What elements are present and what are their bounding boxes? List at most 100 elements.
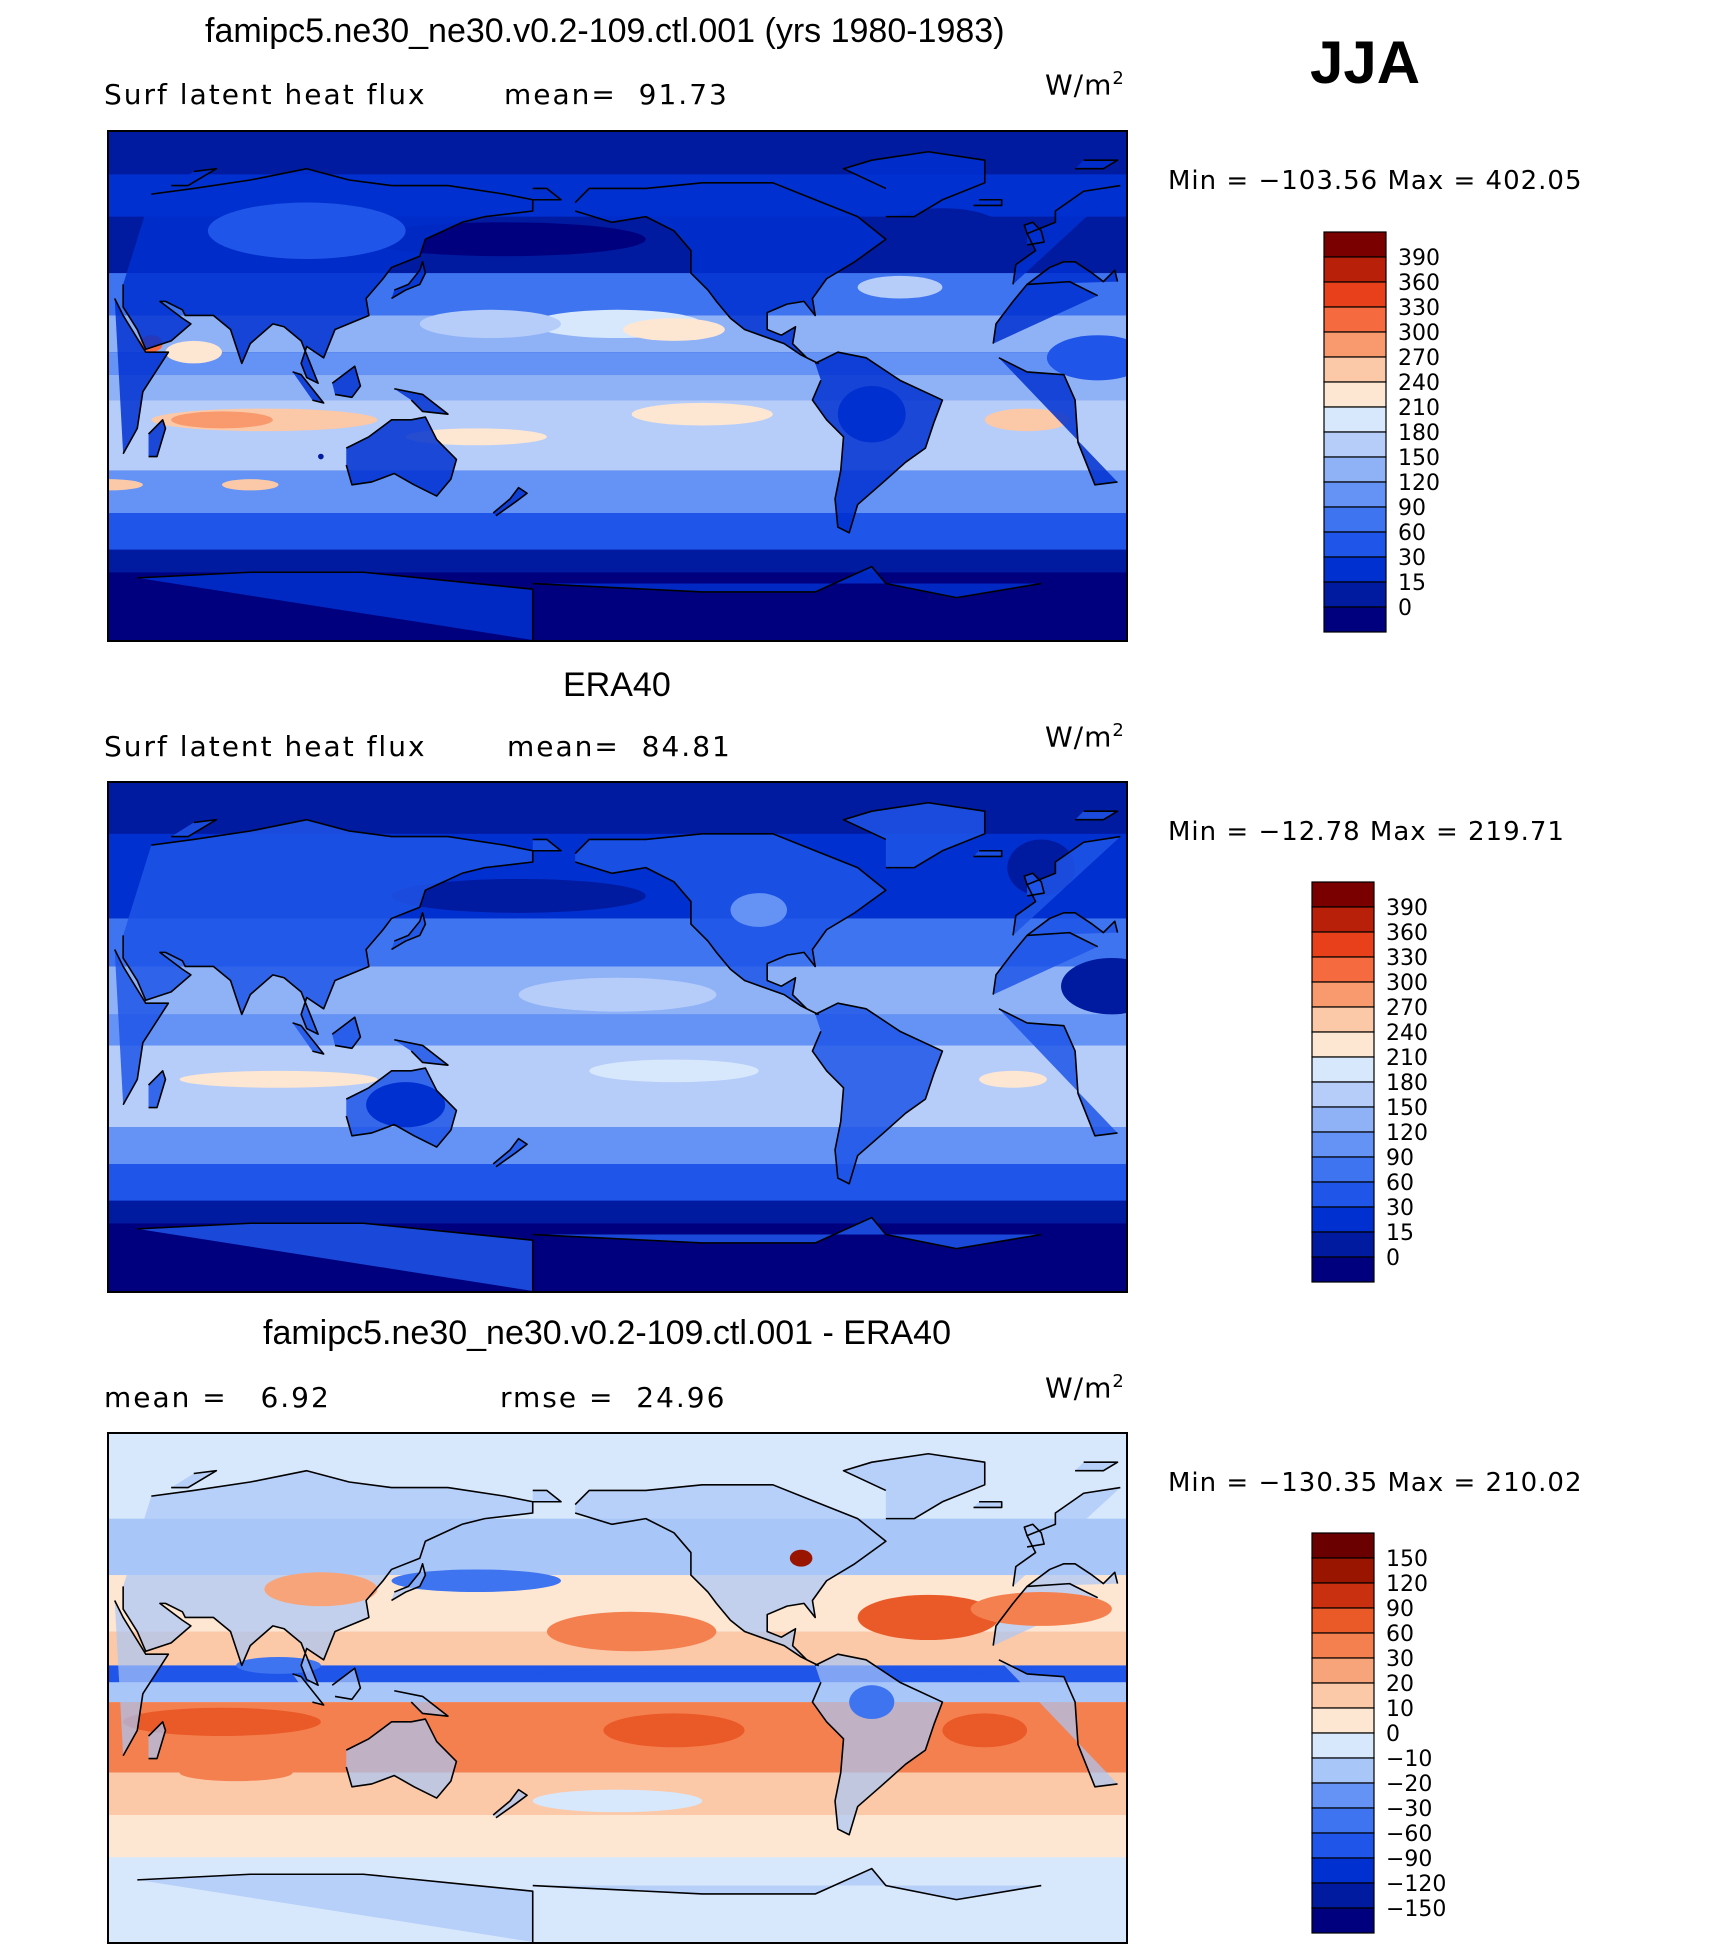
field-region	[532, 1668, 985, 1680]
iceland-land	[973, 850, 1002, 857]
colorbar-swatch	[1311, 1532, 1375, 1559]
antarctica-coastline	[137, 1216, 1042, 1291]
panel-1-map-field	[109, 132, 1126, 640]
greenland-land	[843, 151, 985, 217]
panel-1-mean-label: mean= 91.73	[504, 78, 729, 111]
field-region	[546, 1611, 717, 1652]
field-region	[518, 977, 717, 1012]
field-region	[857, 275, 943, 299]
colorbar-swatch	[1323, 331, 1387, 358]
panel-1-colorbar: 390 360 330 300 270 240 210 180 150 120 90 60 30 15 0	[1322, 230, 1452, 636]
north-america-coastline	[574, 833, 887, 1016]
australia-land	[346, 417, 457, 497]
field-region	[623, 318, 725, 341]
colorbar-tick-label: 0	[1386, 1246, 1400, 1271]
sumatra-coastline	[292, 1022, 325, 1055]
colorbar-swatch	[1311, 1707, 1375, 1734]
australia-land	[346, 1719, 457, 1799]
colorbar-tick-label: −60	[1386, 1822, 1432, 1847]
panel-2-title: ERA40	[563, 666, 671, 704]
panel-1-units-sup: 2	[1112, 68, 1125, 89]
svalbard-land	[1075, 160, 1118, 169]
colorbar-swatch	[1311, 1231, 1375, 1258]
greenland-land	[843, 1453, 985, 1519]
panel-2-variable-label: Surf latent heat flux	[104, 730, 427, 763]
indonesia-borneo-land	[332, 1668, 361, 1700]
colorbar-tick-label: 330	[1386, 946, 1428, 971]
panel-3-rmse-label: rmse = 24.96	[500, 1381, 727, 1414]
colorbar-tick-label: 120	[1386, 1121, 1428, 1146]
madagascar-land	[148, 1070, 166, 1108]
south-america-coastline	[811, 1002, 944, 1185]
colorbar-swatch	[1311, 1657, 1375, 1684]
africa-coastline	[113, 931, 1118, 1137]
colorbar-tick-label: 300	[1386, 971, 1428, 996]
japan-coastline	[391, 1562, 427, 1602]
panel-1-minmax: Min = −103.56 Max = 402.05	[1168, 166, 1583, 196]
colorbar-swatch	[1323, 556, 1387, 583]
panel-3-minmax: Min = −130.35 Max = 210.02	[1168, 1468, 1583, 1498]
colorbar-tick-label: 120	[1386, 1572, 1428, 1597]
panel-3-map-field	[109, 1434, 1126, 1942]
field-region	[589, 1059, 759, 1083]
south-america-coastline	[811, 351, 944, 534]
novaya-zemlya-land	[171, 1470, 217, 1488]
panel-1-map	[107, 130, 1128, 642]
new-guinea-land	[394, 1039, 448, 1066]
colorbar-swatch	[1311, 1006, 1375, 1033]
colorbar-tick-label: 15	[1386, 1221, 1414, 1246]
colorbar-swatch	[1311, 1882, 1375, 1909]
colorbar-tick-label: 30	[1386, 1647, 1414, 1672]
colorbar-tick-label: 150	[1398, 446, 1440, 471]
svalbard-land	[1075, 1462, 1118, 1471]
colorbar-swatch	[1311, 931, 1375, 958]
field-region	[1046, 335, 1126, 381]
field-region	[405, 428, 547, 446]
field-region	[970, 1592, 1112, 1626]
field-region	[179, 1070, 378, 1088]
colorbar-swatch	[1311, 1557, 1375, 1584]
field-region	[880, 208, 1005, 254]
panel-2-units: W/m2	[1045, 720, 1125, 753]
colorbar-tick-label: 360	[1398, 271, 1440, 296]
sumatra-coastline	[292, 371, 325, 404]
iceland-coastline	[973, 849, 1003, 858]
north-america-coastline	[574, 1484, 887, 1667]
chukotka-land	[532, 188, 562, 200]
panel-1-title: famipc5.ne30_ne30.v0.2-109.ctl.001 (yrs …	[205, 12, 1005, 50]
panel-3-mean-label: mean = 6.92	[104, 1381, 331, 1414]
new-zealand-coastline	[492, 1137, 528, 1168]
colorbar-swatch	[1311, 906, 1375, 933]
field-region	[857, 1594, 999, 1641]
colorbar-swatch	[1311, 1757, 1375, 1784]
chukotka-coastline	[532, 838, 562, 852]
europe-asia-land	[123, 1470, 1121, 1686]
antarctica-land	[137, 566, 1042, 640]
colorbar-tick-label: 60	[1386, 1171, 1414, 1196]
greenland-coastline	[842, 150, 986, 218]
north-america-land	[575, 833, 886, 1015]
field-region	[837, 386, 906, 443]
new-zealand-coastline	[492, 1788, 528, 1819]
field-region	[123, 1707, 321, 1736]
panel-2-map-field	[109, 783, 1126, 1291]
colorbar-swatch	[1311, 1582, 1375, 1609]
field-region	[391, 878, 646, 913]
british-isles-coastline	[1023, 872, 1045, 897]
novaya-zemlya-land	[171, 168, 217, 186]
colorbar-swatch	[1323, 456, 1387, 483]
colorbar-tick-label: 15	[1398, 571, 1426, 596]
indonesia-borneo-coastline	[331, 1667, 362, 1701]
chukotka-land	[532, 1490, 562, 1502]
colorbar-swatch	[1311, 1857, 1375, 1884]
colorbar-tick-label: 0	[1398, 596, 1412, 621]
colorbar-swatch	[1311, 1206, 1375, 1233]
japan-land	[391, 912, 426, 950]
south-america-land	[812, 1003, 943, 1184]
colorbar-swatch	[1311, 1256, 1375, 1283]
field-band	[109, 470, 1126, 513]
new-guinea-coastline	[394, 387, 449, 415]
panel-3-map	[107, 1432, 1128, 1944]
panel-3-units-text: W/m	[1045, 1371, 1113, 1405]
